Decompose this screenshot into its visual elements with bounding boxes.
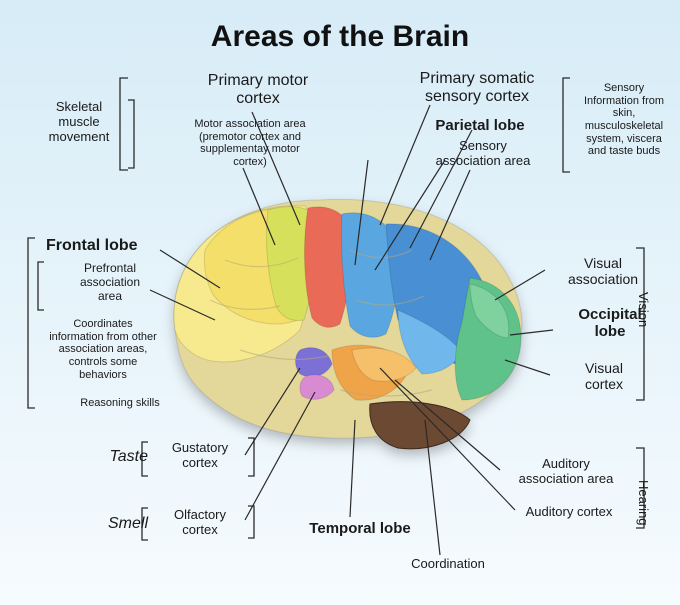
label-skeletal: Skeletalmusclemovement (34, 100, 124, 145)
label-auditory-assoc: Auditoryassociation area (486, 457, 646, 487)
label-primary-motor: Primary motorcortex (168, 72, 348, 109)
label-smell: Smell (84, 515, 148, 533)
label-coordinates: Coordinatesinformation from otherassocia… (28, 318, 178, 381)
label-reasoning: Reasoning skills (50, 397, 190, 410)
label-primary-sensory: Primary somaticsensory cortex (372, 70, 582, 107)
label-visual-cortex: Visualcortex (554, 360, 654, 392)
label-coordination: Coordination (378, 557, 518, 572)
label-vision: Vision (635, 292, 650, 312)
label-temporal-lobe: Temporal lobe (280, 520, 440, 537)
label-taste: Taste (88, 448, 148, 466)
diagram-title: Areas of the Brain (0, 20, 680, 55)
label-sensory-assoc: Sensoryassociation area (398, 139, 568, 169)
label-parietal-lobe: Parietal lobe (400, 117, 560, 134)
label-sensory-info: SensoryInformation fromskin,musculoskele… (572, 82, 676, 158)
label-visual-assoc: Visualassociation (548, 255, 658, 287)
label-motor-assoc: Motor association area(premotor cortex a… (150, 118, 350, 169)
label-prefrontal: Prefrontalassociationarea (50, 262, 170, 303)
label-olfactory: Olfactorycortex (155, 508, 245, 538)
label-auditory-cortex: Auditory cortex (494, 505, 644, 520)
label-frontal-lobe: Frontal lobe (46, 237, 186, 255)
label-gustatory: Gustatorycortex (155, 441, 245, 471)
label-hearing: Hearing (635, 480, 650, 500)
